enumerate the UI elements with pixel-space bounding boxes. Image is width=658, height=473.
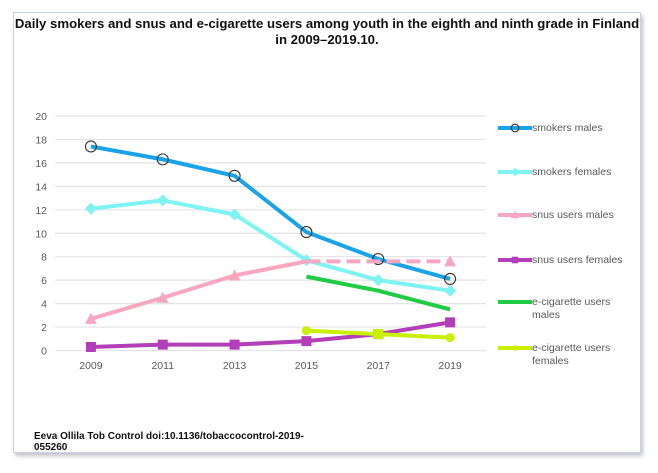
y-tick-label: 16 [35, 158, 47, 170]
legend-swatch [498, 345, 532, 351]
series-line [90, 198, 451, 293]
data-point [228, 269, 241, 281]
y-axis-ticks: 0 2 4 6 8 10 12 14 16 18 20 [35, 111, 47, 358]
data-point [228, 208, 241, 221]
x-tick-label: 2015 [295, 360, 319, 372]
legend-swatch-marker [511, 256, 519, 264]
data-point [228, 169, 241, 182]
legend-label: smokers females [532, 166, 612, 178]
x-tick-label: 2013 [223, 360, 247, 372]
legend-swatch [498, 210, 532, 219]
legend-swatch-marker [510, 167, 520, 177]
y-tick-label: 18 [35, 134, 47, 146]
data-point [372, 274, 385, 287]
legend-item: smokers males [498, 122, 648, 135]
x-axis-ticks: 2009 2011 2013 2015 2017 2019 [79, 360, 462, 372]
legend-label: snus users females [532, 254, 623, 266]
series-e-cigarette-users-males [306, 274, 451, 312]
data-point [300, 226, 313, 239]
source-citation: Eeva Ollila Tob Control doi:10.1136/toba… [34, 431, 304, 453]
y-tick-label: 12 [35, 205, 47, 217]
data-point [445, 333, 455, 343]
legend-item: snus users females [498, 254, 648, 267]
y-tick-label: 4 [41, 299, 47, 311]
data-point [156, 153, 169, 166]
legend-swatch-marker [510, 210, 520, 219]
data-point [445, 317, 456, 328]
series-snus-users-males [84, 255, 457, 324]
legend-label: e-cigarette users males [532, 296, 611, 321]
data-point [84, 140, 97, 153]
legend-label: e-cigarette users females [532, 342, 611, 367]
data-point [157, 339, 168, 350]
data-point [156, 291, 169, 303]
series-line [90, 320, 451, 349]
data-point [444, 284, 457, 297]
series-line [90, 144, 451, 281]
legend-item: e-cigarette users males [498, 296, 648, 322]
series-smokers-females [84, 194, 457, 297]
data-point [301, 336, 312, 347]
series-layer [84, 140, 457, 352]
legend-item: e-cigarette users females [498, 342, 648, 368]
legend-item: smokers females [498, 166, 648, 179]
data-point [84, 312, 97, 324]
data-point [85, 341, 96, 352]
data-point [372, 252, 385, 266]
chart-frame [13, 12, 641, 453]
legend-swatch-marker [510, 123, 520, 133]
legend-swatch-marker [512, 345, 518, 351]
legend-swatch [498, 167, 532, 177]
data-point [156, 194, 169, 207]
x-tick-label: 2017 [367, 360, 391, 372]
legend-swatch [498, 300, 532, 304]
data-point [444, 255, 457, 267]
legend-item: snus users males [498, 209, 648, 222]
series-line [90, 259, 307, 321]
y-tick-label: 8 [41, 252, 47, 264]
legend-label: snus users males [532, 209, 614, 221]
y-tick-label: 20 [35, 111, 47, 123]
y-tick-label: 14 [35, 181, 47, 193]
y-tick-label: 10 [35, 228, 47, 240]
x-tick-label: 2009 [79, 360, 103, 372]
x-tick-label: 2019 [438, 360, 462, 372]
y-tick-label: 2 [41, 322, 47, 334]
data-point [229, 339, 240, 350]
data-point [301, 326, 311, 336]
legend-swatch [498, 256, 532, 264]
y-tick-label: 6 [41, 275, 47, 287]
chart-title: Daily smokers and snus and e-cigarette u… [14, 16, 640, 47]
gridlines [55, 115, 486, 352]
series-line [306, 274, 451, 312]
data-point [444, 272, 457, 286]
data-point [84, 202, 97, 215]
series-e-cigarette-users-females [301, 326, 455, 343]
legend-swatch [498, 123, 532, 133]
legend-label: smokers males [532, 122, 603, 134]
data-point [373, 329, 384, 340]
x-tick-label: 2011 [151, 360, 174, 372]
y-tick-label: 0 [41, 346, 47, 358]
